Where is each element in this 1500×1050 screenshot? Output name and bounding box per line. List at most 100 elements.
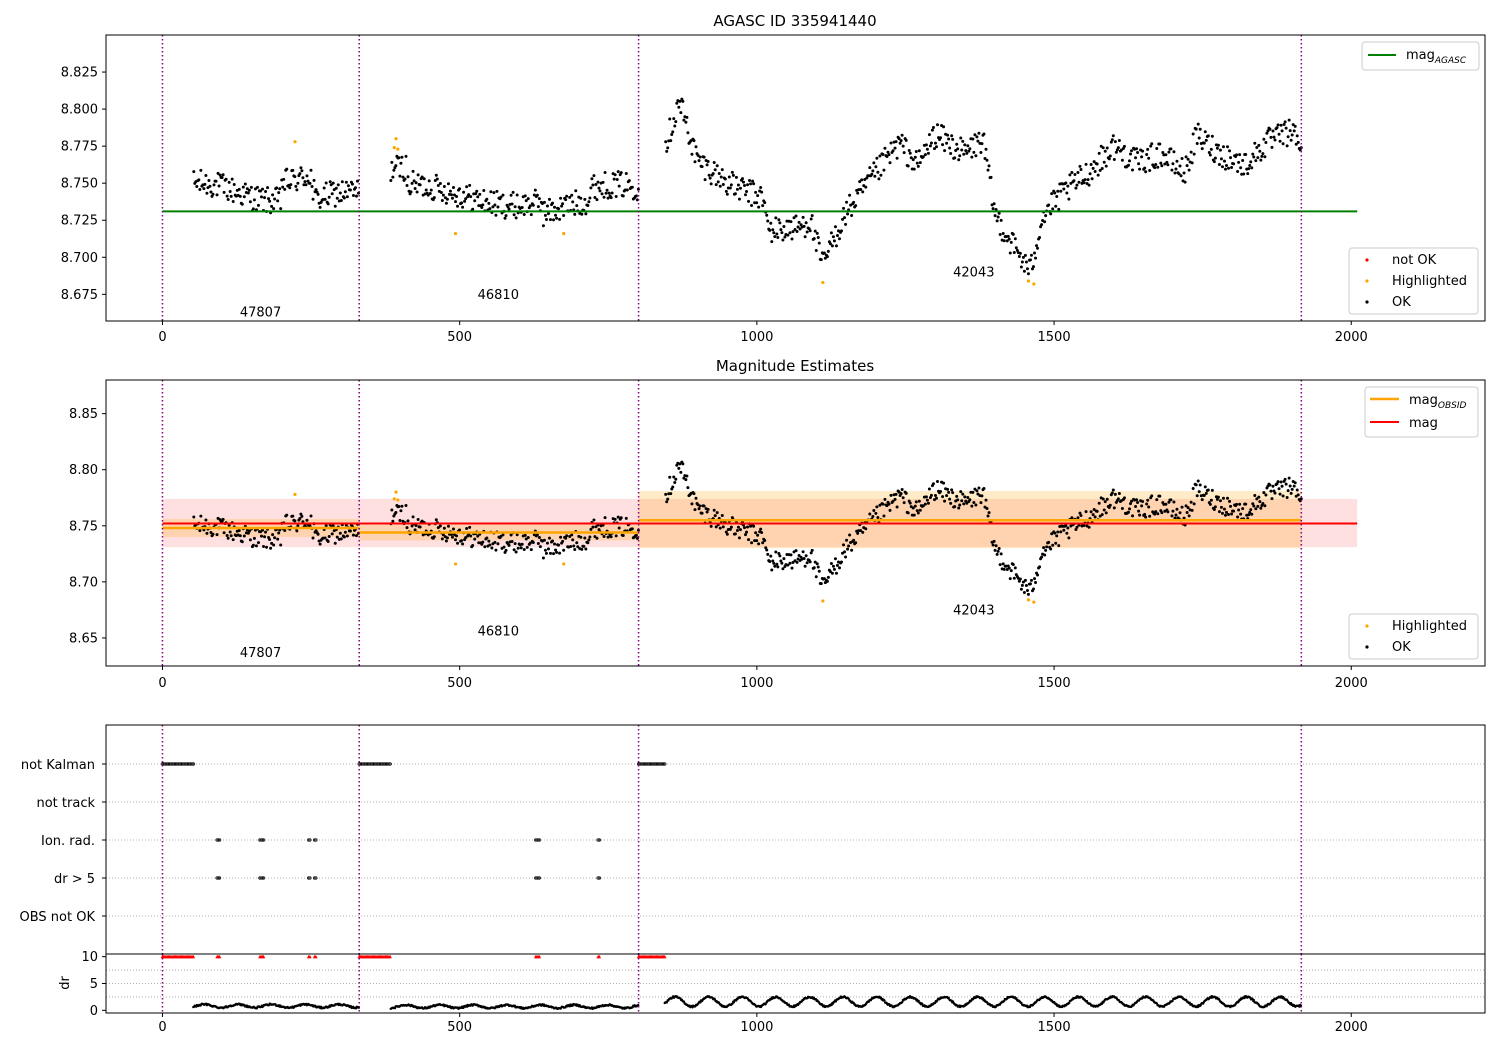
ok-point <box>469 534 473 538</box>
ok-point <box>515 193 519 197</box>
ok-point <box>1145 152 1149 156</box>
ok-point <box>1182 171 1186 175</box>
ok-point <box>1145 502 1149 506</box>
ok-point <box>283 187 287 191</box>
ok-point <box>856 531 860 535</box>
ok-point <box>1264 493 1268 497</box>
ok-point <box>636 528 640 532</box>
ok-point <box>496 205 500 209</box>
ok-point <box>552 218 556 222</box>
ok-point <box>301 520 305 524</box>
ok-point <box>572 544 576 548</box>
ok-point <box>428 192 432 196</box>
ok-point <box>1280 484 1284 488</box>
ok-point <box>535 193 539 197</box>
ok-point <box>693 160 697 164</box>
ok-point <box>946 487 950 491</box>
ok-point <box>936 123 940 127</box>
ok-point <box>933 141 937 145</box>
ok-point <box>816 236 820 240</box>
ok-point <box>215 193 219 197</box>
ok-point <box>980 142 984 146</box>
ok-point <box>1156 512 1160 516</box>
ok-point <box>485 197 489 201</box>
ok-point <box>1180 156 1184 160</box>
x-tick-label: 2000 <box>1335 1020 1368 1035</box>
ok-point <box>731 173 735 177</box>
ok-point <box>1023 253 1027 257</box>
ok-point <box>1298 148 1302 152</box>
ok-point <box>1170 168 1174 172</box>
ok-point <box>473 199 477 203</box>
ok-point <box>413 187 417 191</box>
ok-point <box>1108 154 1112 158</box>
ok-point <box>339 198 343 202</box>
ok-point <box>755 539 759 543</box>
flag-point <box>663 762 667 766</box>
ok-point <box>718 526 722 530</box>
highlighted-point <box>453 231 458 236</box>
ok-point <box>526 536 530 540</box>
ok-point <box>1163 162 1167 166</box>
y-tick-label: 8.825 <box>61 66 98 81</box>
ok-point <box>743 526 747 530</box>
ok-point <box>900 487 904 491</box>
y-tick-label: 10 <box>81 950 98 965</box>
ok-point <box>723 177 727 181</box>
ok-point <box>749 182 753 186</box>
ok-point <box>392 168 396 172</box>
ok-point <box>1215 146 1219 150</box>
ok-point <box>544 551 548 555</box>
ok-point <box>230 177 234 181</box>
ok-point <box>446 182 450 186</box>
ok-point <box>705 510 709 514</box>
ok-point <box>671 485 675 489</box>
ok-point <box>679 470 683 474</box>
ok-point <box>436 526 440 530</box>
ok-point <box>901 496 905 500</box>
highlighted-point <box>821 280 825 285</box>
ok-point <box>1244 152 1248 156</box>
ok-point <box>865 176 869 180</box>
ok-point <box>308 181 312 185</box>
ok-point <box>1040 555 1044 559</box>
ok-point <box>779 228 783 232</box>
ok-point <box>1215 497 1219 501</box>
ok-point <box>627 179 631 183</box>
ok-point <box>1143 512 1147 516</box>
ok-point <box>1206 488 1210 492</box>
ok-point <box>729 183 733 187</box>
ok-point <box>605 188 609 192</box>
ok-point <box>844 555 848 559</box>
ok-point <box>1192 502 1196 506</box>
ok-point <box>1092 160 1096 164</box>
ok-point <box>983 156 987 160</box>
ok-point <box>548 218 552 222</box>
ok-point <box>1112 506 1116 510</box>
ok-point <box>1290 487 1294 491</box>
ok-point <box>788 231 792 235</box>
ok-point <box>595 198 599 202</box>
ok-point <box>264 189 268 193</box>
ok-point <box>342 535 346 539</box>
ok-point <box>960 148 964 152</box>
ok-point <box>587 200 591 204</box>
ok-point <box>1241 507 1245 511</box>
ok-point <box>1143 166 1147 170</box>
ok-point <box>1204 138 1208 142</box>
ok-point <box>1186 157 1190 161</box>
ok-point <box>609 535 613 539</box>
ok-point <box>1229 156 1233 160</box>
ok-point <box>925 147 929 151</box>
ok-point <box>1117 491 1121 495</box>
ok-point <box>835 563 839 567</box>
ok-point <box>217 184 221 188</box>
ok-point <box>330 192 334 196</box>
ok-point <box>1294 142 1298 146</box>
flag-point <box>217 876 222 880</box>
ok-point <box>873 174 877 178</box>
ok-point <box>906 511 910 515</box>
ok-point <box>603 170 607 174</box>
ok-point <box>444 201 448 205</box>
ok-point <box>792 216 796 220</box>
